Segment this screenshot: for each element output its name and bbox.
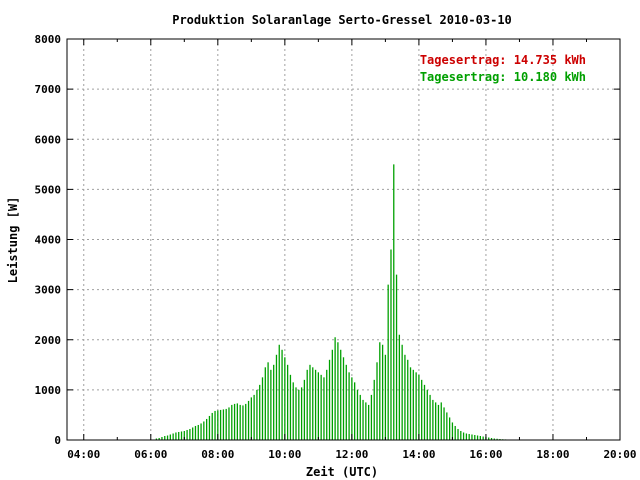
y-tick-label: 1000 [35,384,62,397]
y-axis-label: Leistung [W] [6,197,20,284]
x-tick-label: 20:00 [603,448,636,461]
x-tick-label: 06:00 [134,448,167,461]
y-tick-label: 5000 [35,183,62,196]
x-axis-label: Zeit (UTC) [306,465,378,479]
y-tick-label: 7000 [35,83,62,96]
legend: Tagesertrag: 14.735 kWh Tagesertrag: 10.… [420,53,586,84]
legend-entry-inverter: Tagesertrag: 10.180 kWh [420,70,586,84]
ticks [67,38,621,441]
x-tick-label: 18:00 [536,448,569,461]
y-tick-labels: 0 1000 2000 3000 4000 5000 6000 7000 8000 [35,33,62,447]
x-tick-labels: 04:00 06:00 08:00 10:00 12:00 14:00 16:00 18:00… [67,448,636,461]
y-tick-label: 2000 [35,334,62,347]
x-tick-label: 08:00 [201,448,234,461]
y-tick-label: 0 [54,434,61,447]
y-tick-label: 4000 [35,234,62,247]
x-tick-label: 14:00 [402,448,435,461]
chart-title: Produktion Solaranlage Serto-Gressel 201… [172,13,512,27]
y-tick-label: 8000 [35,33,62,46]
legend-entry-total: Tagesertrag: 14.735 kWh [420,53,586,67]
y-tick-label: 3000 [35,284,62,297]
grid [67,39,620,440]
x-tick-label: 04:00 [67,448,100,461]
y-tick-label: 6000 [35,133,62,146]
bars [155,164,518,440]
x-tick-label: 10:00 [268,448,301,461]
x-tick-label: 12:00 [335,448,368,461]
x-tick-label: 16:00 [469,448,502,461]
